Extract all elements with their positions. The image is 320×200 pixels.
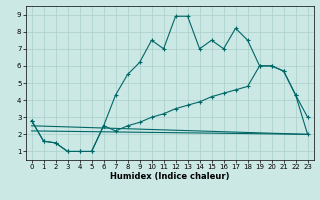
X-axis label: Humidex (Indice chaleur): Humidex (Indice chaleur) [110, 172, 229, 181]
